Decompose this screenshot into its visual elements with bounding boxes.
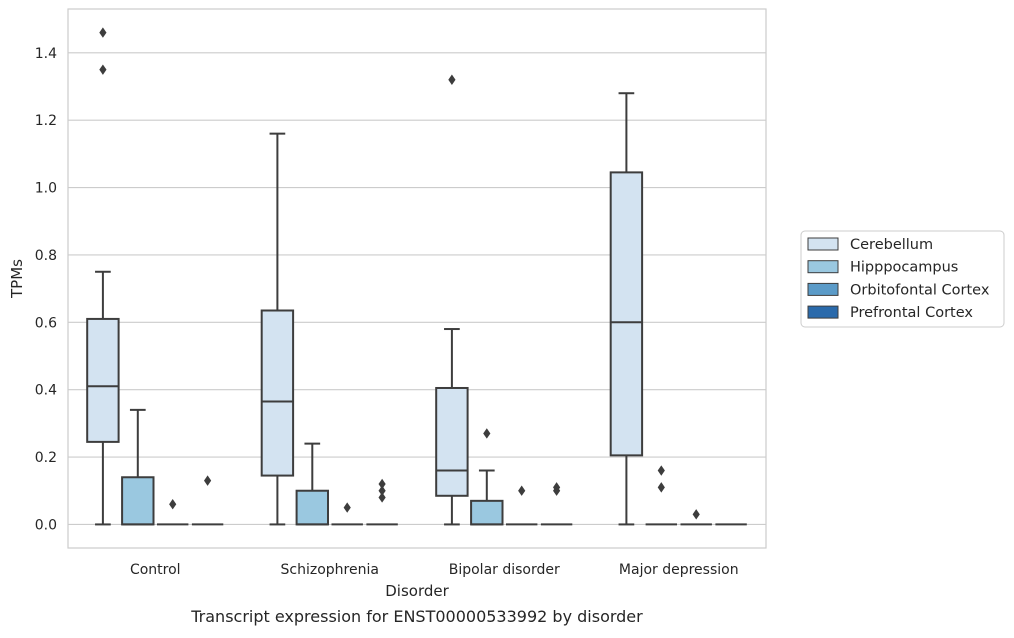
box-body [260, 309, 295, 477]
box-body [609, 171, 644, 457]
box-body [86, 317, 120, 443]
outlier-point [657, 482, 665, 493]
y-axis-label: TPMs [8, 259, 26, 299]
legend-label: Orbitofontal Cortex [850, 282, 990, 298]
plot-frame [67, 8, 767, 549]
box-2-0 [435, 74, 469, 526]
box-2-3 [540, 482, 573, 526]
outlier-point [378, 485, 386, 496]
box-1-0 [260, 132, 295, 526]
y-tick-label: 0.0 [35, 517, 57, 533]
legend-swatch [807, 282, 839, 296]
outlier-point [518, 485, 526, 496]
outlier-point [169, 499, 177, 510]
box-1-3 [366, 478, 398, 526]
box-body [470, 499, 504, 526]
legend-label: Prefrontal Cortex [850, 305, 973, 321]
box-0-0 [86, 27, 120, 526]
box-2-2 [505, 485, 538, 526]
box-2-1 [470, 428, 504, 526]
outlier-point [657, 465, 665, 476]
box-1-2 [331, 502, 363, 526]
legend-swatch [807, 260, 839, 274]
outlier-point [378, 492, 386, 503]
outlier-point [553, 482, 561, 493]
x-tick-label: Bipolar disorder [449, 562, 560, 578]
outlier-point [99, 27, 107, 38]
legend-swatch [807, 305, 839, 319]
x-tick-labels: Control Schizophrenia Bipolar disorder Majo… [130, 562, 739, 578]
x-axis-label: Disorder [385, 582, 449, 600]
y-tick-label: 0.2 [35, 450, 57, 466]
legend-swatch [807, 237, 839, 251]
box-body [121, 476, 155, 526]
y-tick-label: 0.6 [35, 315, 57, 331]
y-tick-label: 0.4 [35, 383, 57, 399]
legend: Cerebellum Hipppocampus Orbitofontal Corte… [800, 230, 1005, 328]
y-tick-label: 1.4 [35, 46, 57, 62]
outlier-point [378, 478, 386, 490]
outlier-point [204, 475, 212, 486]
figure-caption: Transcript expression for ENST0000053399… [190, 607, 643, 626]
y-tick-label: 1.0 [35, 181, 57, 197]
outlier-point [99, 64, 107, 75]
box-body [435, 386, 469, 497]
grid-lines [68, 52, 766, 525]
outlier-point [483, 428, 491, 439]
box-3-0 [609, 92, 644, 526]
legend-label: Cerebellum [850, 237, 933, 253]
x-tick-label: Schizophrenia [281, 562, 379, 578]
legend-label: Hipppocampus [850, 260, 958, 276]
box-marks [86, 27, 747, 526]
x-tick-label: Control [130, 562, 181, 578]
box-body [295, 489, 330, 526]
box-3-1 [645, 465, 678, 526]
outlier-point [448, 74, 456, 85]
box-0-1 [121, 408, 155, 526]
legend-frame [800, 230, 1005, 328]
box-3-2 [680, 509, 712, 526]
x-tick-label: Major depression [619, 562, 739, 578]
box-0-3 [191, 475, 224, 526]
outlier-point [692, 509, 700, 520]
box-0-2 [156, 499, 189, 526]
y-tick-label: 0.8 [35, 248, 57, 264]
outlier-point [343, 502, 351, 513]
y-tick-labels: 0.0 0.2 0.4 0.6 0.8 1.0 1.2 1.4 [35, 46, 57, 534]
box-1-1 [295, 442, 330, 526]
y-tick-label: 1.2 [35, 113, 57, 129]
